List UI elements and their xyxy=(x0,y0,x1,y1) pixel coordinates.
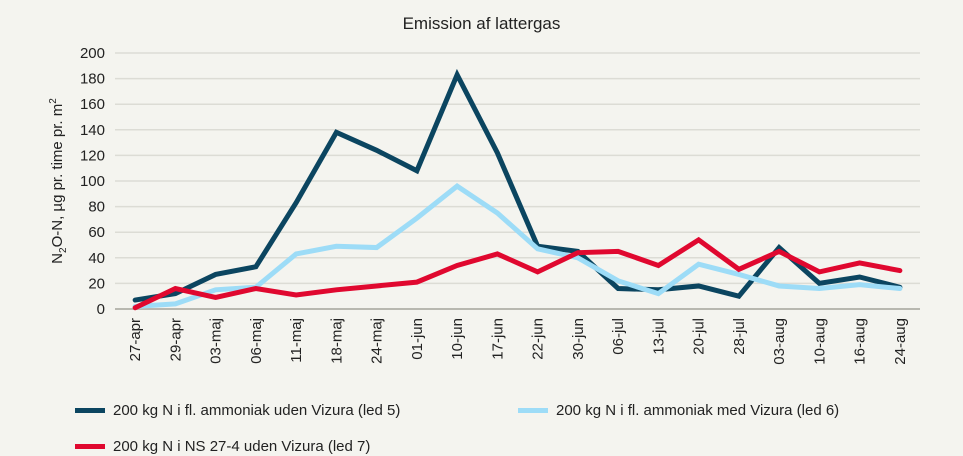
y-tick-label: 140 xyxy=(80,122,105,139)
y-tick-label: 40 xyxy=(88,250,105,267)
x-tick-label: 01-jun xyxy=(409,318,426,360)
y-tick-label: 100 xyxy=(80,173,105,190)
legend-swatch xyxy=(75,408,105,413)
series-line-1 xyxy=(132,68,903,303)
x-tick-label: 03-maj xyxy=(208,318,225,364)
y-axis-label: N2O-N, µg pr. time pr. m2 xyxy=(48,98,69,264)
legend-label: 200 kg N i NS 27-4 uden Vizura (led 7) xyxy=(113,438,371,455)
x-tick-label: 06-jul xyxy=(610,318,627,355)
x-tick-label: 03-aug xyxy=(771,318,788,365)
chart-title: Emission af lattergas xyxy=(402,14,561,33)
x-tick-label: 10-jun xyxy=(449,318,466,360)
y-tick-label: 160 xyxy=(80,96,105,113)
legend-item-led6: 200 kg N i fl. ammoniak med Vizura (led … xyxy=(518,402,839,419)
x-tick-label: 29-apr xyxy=(167,318,184,361)
x-tick-label: 16-aug xyxy=(852,318,869,365)
y-tick-label: 60 xyxy=(88,224,105,241)
y-tick-label: 80 xyxy=(88,199,105,216)
x-tick-label: 11-maj xyxy=(288,318,305,363)
y-tick-label: 0 xyxy=(97,301,105,318)
x-tick-label: 28-jul xyxy=(731,318,748,355)
legend-label: 200 kg N i fl. ammoniak uden Vizura (led… xyxy=(113,402,401,419)
x-tick-label: 22-jun xyxy=(530,318,547,360)
x-tick-label: 24-aug xyxy=(892,318,909,365)
x-tick-label: 17-jun xyxy=(489,318,506,360)
x-tick-label: 10-aug xyxy=(811,318,828,365)
x-tick-label: 13-jul xyxy=(650,318,667,355)
y-tick-label: 120 xyxy=(80,147,105,164)
x-tick-label: 27-apr xyxy=(127,318,144,361)
y-tick-label: 180 xyxy=(80,71,105,88)
x-tick-label: 06-maj xyxy=(248,318,265,364)
x-tick-label: 24-maj xyxy=(369,318,386,364)
y-tick-label: 200 xyxy=(80,45,105,62)
legend-swatch xyxy=(518,408,548,413)
legend-swatch xyxy=(75,444,105,449)
x-tick-label: 20-jul xyxy=(691,318,708,355)
x-tick-label: 30-jun xyxy=(570,318,587,360)
legend-item-led5: 200 kg N i fl. ammoniak uden Vizura (led… xyxy=(75,402,400,419)
y-tick-label: 20 xyxy=(88,275,105,292)
legend-item-led7: 200 kg N i NS 27-4 uden Vizura (led 7) xyxy=(75,438,370,455)
series-line-2 xyxy=(132,183,903,309)
x-tick-label: 18-maj xyxy=(328,318,345,364)
series-line-3 xyxy=(132,236,903,311)
legend-label: 200 kg N i fl. ammoniak med Vizura (led … xyxy=(556,402,840,419)
